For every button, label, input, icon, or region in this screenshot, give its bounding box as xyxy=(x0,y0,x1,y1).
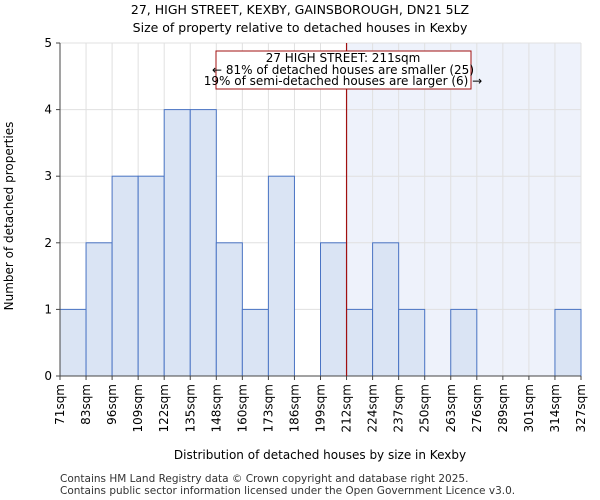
histogram-bar xyxy=(554,308,582,377)
x-tick-label: 160sqm xyxy=(235,384,249,432)
histogram-bar xyxy=(320,242,348,377)
y-axis-label: Number of detached properties xyxy=(2,122,16,311)
y-tick-label: 0 xyxy=(44,369,52,383)
x-tick-label: 212sqm xyxy=(340,384,354,432)
x-tick-label: 148sqm xyxy=(209,384,223,432)
histogram-bar xyxy=(398,308,426,377)
x-axis-label: Distribution of detached houses by size … xyxy=(174,448,466,462)
x-tick-label: 276sqm xyxy=(470,384,484,432)
histogram-bar xyxy=(59,308,87,377)
footer-line-1: Contains HM Land Registry data © Crown c… xyxy=(60,473,469,485)
x-tick-label: 314sqm xyxy=(548,384,562,432)
x-tick-label: 135sqm xyxy=(183,384,197,432)
footer-line-2: Contains public sector information licen… xyxy=(60,485,516,497)
histogram-bar xyxy=(137,175,165,377)
histogram-bar xyxy=(111,175,139,377)
x-tick-label: 224sqm xyxy=(366,384,380,432)
y-tick-label: 1 xyxy=(44,302,52,316)
x-tick-label: 301sqm xyxy=(522,384,536,432)
annotation-line-2: ← 81% of detached houses are smaller (25… xyxy=(212,63,474,77)
x-tick-label: 71sqm xyxy=(53,384,67,425)
annotation-box xyxy=(215,50,472,90)
x-tick-label: 122sqm xyxy=(157,384,171,432)
y-tick-label: 3 xyxy=(44,169,52,183)
y-tick-label: 5 xyxy=(44,36,52,50)
histogram-bar xyxy=(267,175,295,377)
histogram-bar xyxy=(450,308,478,377)
x-tick-label: 289sqm xyxy=(496,384,510,432)
chart-title: 27, HIGH STREET, KEXBY, GAINSBOROUGH, DN… xyxy=(130,2,470,17)
x-tick-label: 109sqm xyxy=(131,384,145,432)
histogram-bar xyxy=(163,109,191,377)
x-tick-label: 327sqm xyxy=(574,384,588,432)
x-tick-label: 237sqm xyxy=(392,384,406,432)
x-tick-label: 173sqm xyxy=(261,384,275,432)
x-tick-label: 96sqm xyxy=(105,384,119,425)
annotation-line-3: 19% of semi-detached houses are larger (… xyxy=(204,74,482,88)
histogram-bar xyxy=(85,242,113,377)
histogram-bar xyxy=(372,242,400,377)
histogram-bar xyxy=(241,308,269,377)
x-tick-label: 263sqm xyxy=(444,384,458,432)
annotation-line-1: 27 HIGH STREET: 211sqm xyxy=(266,51,421,65)
x-tick-label: 250sqm xyxy=(418,384,432,432)
chart-subtitle: Size of property relative to detached ho… xyxy=(132,20,468,35)
y-tick-label: 4 xyxy=(44,103,52,117)
x-tick-label: 186sqm xyxy=(287,384,301,432)
x-tick-label: 199sqm xyxy=(314,384,328,432)
y-tick-label: 2 xyxy=(44,236,52,250)
histogram-bar xyxy=(346,308,374,377)
x-tick-label: 83sqm xyxy=(79,384,93,425)
histogram-bar xyxy=(215,242,243,377)
histogram-bar xyxy=(189,109,217,377)
